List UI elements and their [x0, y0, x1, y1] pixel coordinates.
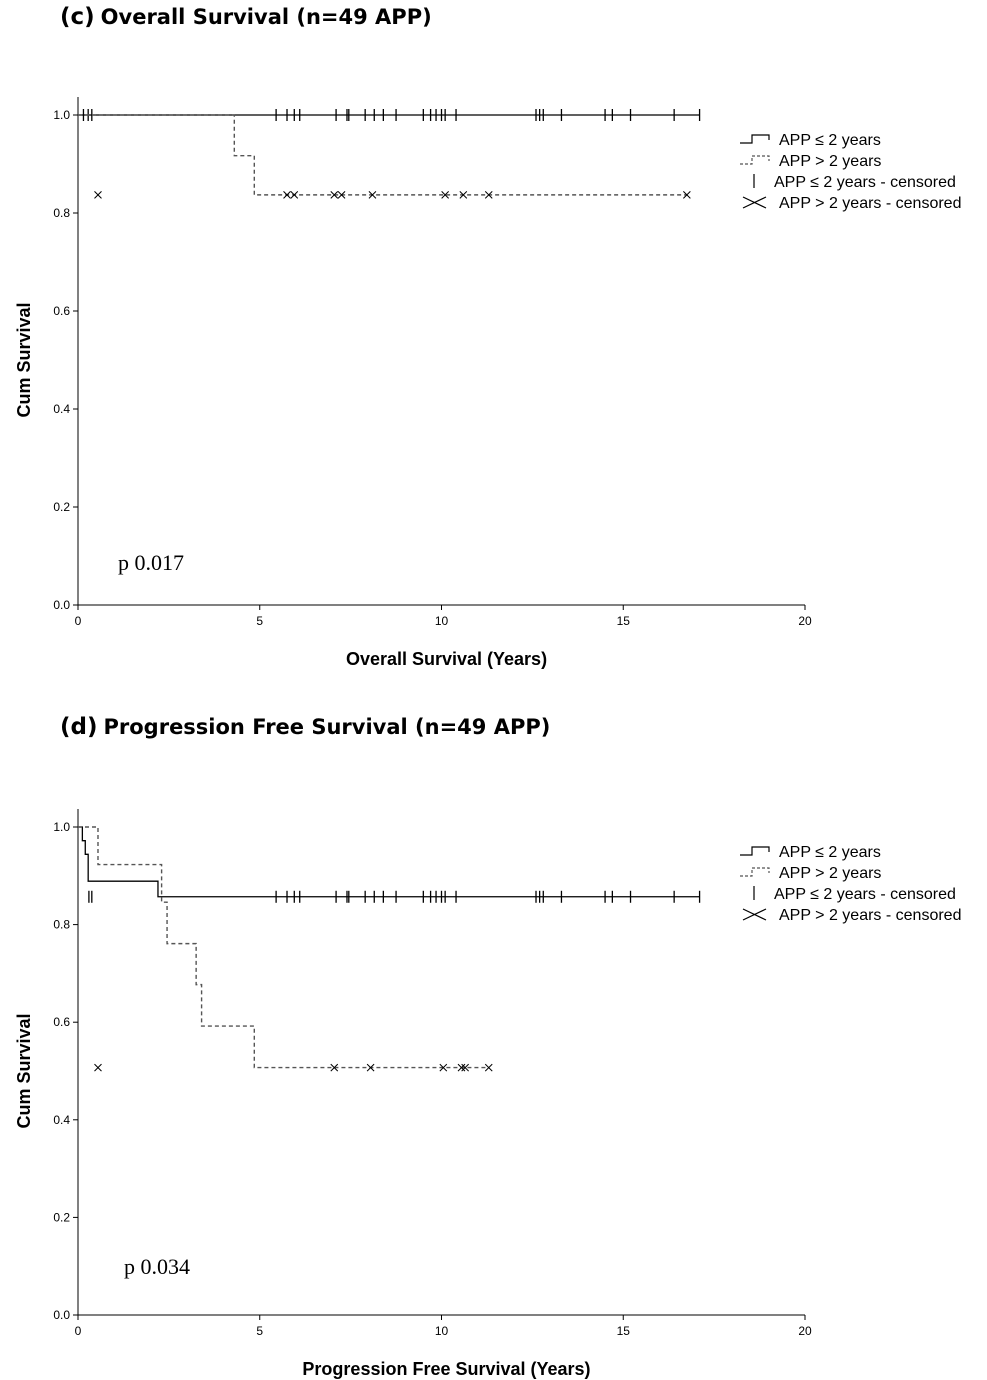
legend-symbol — [740, 867, 770, 877]
legend: APP ≤ 2 years APP > 2 years APP ≤ 2 years … — [740, 132, 961, 212]
censor-mark-x — [283, 191, 291, 199]
x-tick-label: 20 — [798, 614, 812, 628]
y-tick-label: 0.8 — [53, 918, 70, 932]
legend-symbol — [740, 846, 770, 856]
y-tick-label: 0.4 — [53, 1113, 70, 1127]
censor-mark-x — [94, 191, 102, 199]
x-tick-label: 10 — [435, 614, 449, 628]
legend-symbol — [740, 134, 770, 144]
panel-title: (c) Overall Survival (n=49 APP) — [60, 4, 432, 30]
legend-symbol — [742, 908, 767, 921]
y-axis-label: Cum Survival — [14, 1013, 34, 1128]
legend-symbol — [740, 155, 770, 165]
x-tick-label: 20 — [798, 1324, 812, 1338]
censor-mark-x — [366, 1063, 375, 1072]
y-tick-label: 0.6 — [53, 304, 70, 318]
x-tick-label: 5 — [256, 1324, 263, 1338]
legend-label: APP > 2 years — [779, 865, 881, 882]
x-tick-label: 10 — [435, 1324, 449, 1338]
y-tick-label: 0.0 — [53, 1308, 70, 1322]
y-axis-label: Cum Survival — [14, 302, 34, 417]
censor-mark-x — [439, 1063, 448, 1072]
censor-mark-x — [330, 191, 339, 199]
censor-mark-x — [94, 1063, 102, 1072]
y-tick-label: 0.8 — [53, 206, 70, 220]
censor-mark-x — [368, 191, 377, 199]
censor-mark-x — [441, 191, 449, 199]
km-chart-overall-survival: 0 5 10 15 20 0.0 0.2 0.4 0.6 0.8 1.0 Overall Surviv… — [14, 97, 961, 669]
panel-letter: (d) — [60, 714, 98, 740]
x-tick-label: 15 — [617, 614, 631, 628]
panel-title-text: Progression Free Survival (n=49 APP) — [103, 715, 551, 739]
x-tick-label: 15 — [617, 1324, 631, 1338]
x-axis-label: Progression Free Survival (Years) — [302, 1359, 590, 1379]
censor-mark-x — [461, 1063, 469, 1072]
y-tick-label: 0.2 — [53, 1210, 70, 1224]
panel-title: (d) Progression Free Survival (n=49 APP) — [60, 714, 550, 740]
x-axis-label: Overall Survival (Years) — [346, 649, 547, 669]
panel-letter: (c) — [60, 4, 95, 30]
y-tick-label: 0.0 — [53, 598, 70, 612]
p-value: p 0.017 — [118, 550, 184, 575]
censor-mark-x — [459, 191, 468, 199]
panel-overall-survival: (c) Overall Survival (n=49 APP) 0 5 10 15 20 0… — [14, 4, 961, 669]
legend-label: APP > 2 years — [779, 153, 881, 170]
x-tick-label: 0 — [75, 614, 82, 628]
censor-mark-x — [457, 1063, 466, 1072]
km-chart-progression-free-survival: 0 5 10 15 20 0.0 0.2 0.4 0.6 0.8 1.0 Progression Fr… — [14, 809, 961, 1379]
censor-mark-x — [290, 191, 299, 199]
legend-label: APP > 2 years - censored — [779, 907, 961, 924]
y-tick-label: 1.0 — [53, 108, 70, 122]
panel-progression-free-survival: (d) Progression Free Survival (n=49 APP) … — [0, 710, 987, 1380]
x-tick-label: 5 — [256, 614, 263, 628]
legend-symbol — [742, 196, 767, 209]
km-curve-app-gt-2-years — [78, 114, 687, 196]
y-tick-label: 1.0 — [53, 820, 70, 834]
km-curve-app-gt-2-years — [78, 826, 489, 1069]
legend-label: APP > 2 years - censored — [779, 195, 961, 212]
legend: APP ≤ 2 years APP > 2 years APP ≤ 2 years … — [740, 844, 961, 924]
panel-title-text: Overall Survival (n=49 APP) — [100, 5, 432, 29]
p-value: p 0.034 — [124, 1254, 190, 1279]
legend-label: APP ≤ 2 years — [779, 844, 881, 861]
x-tick-label: 0 — [75, 1324, 82, 1338]
km-curve-app-le-2-years — [78, 826, 700, 898]
censor-mark-x — [330, 1063, 339, 1072]
censor-mark-x — [484, 191, 493, 199]
legend-label: APP ≤ 2 years - censored — [774, 174, 956, 191]
legend-label: APP ≤ 2 years — [779, 132, 881, 149]
censor-mark-x — [484, 1063, 493, 1072]
y-tick-label: 0.4 — [53, 402, 70, 416]
legend-label: APP ≤ 2 years - censored — [774, 886, 956, 903]
censor-mark-x — [337, 191, 346, 199]
y-tick-label: 0.2 — [53, 500, 70, 514]
y-tick-label: 0.6 — [53, 1015, 70, 1029]
censor-mark-x — [683, 191, 691, 199]
